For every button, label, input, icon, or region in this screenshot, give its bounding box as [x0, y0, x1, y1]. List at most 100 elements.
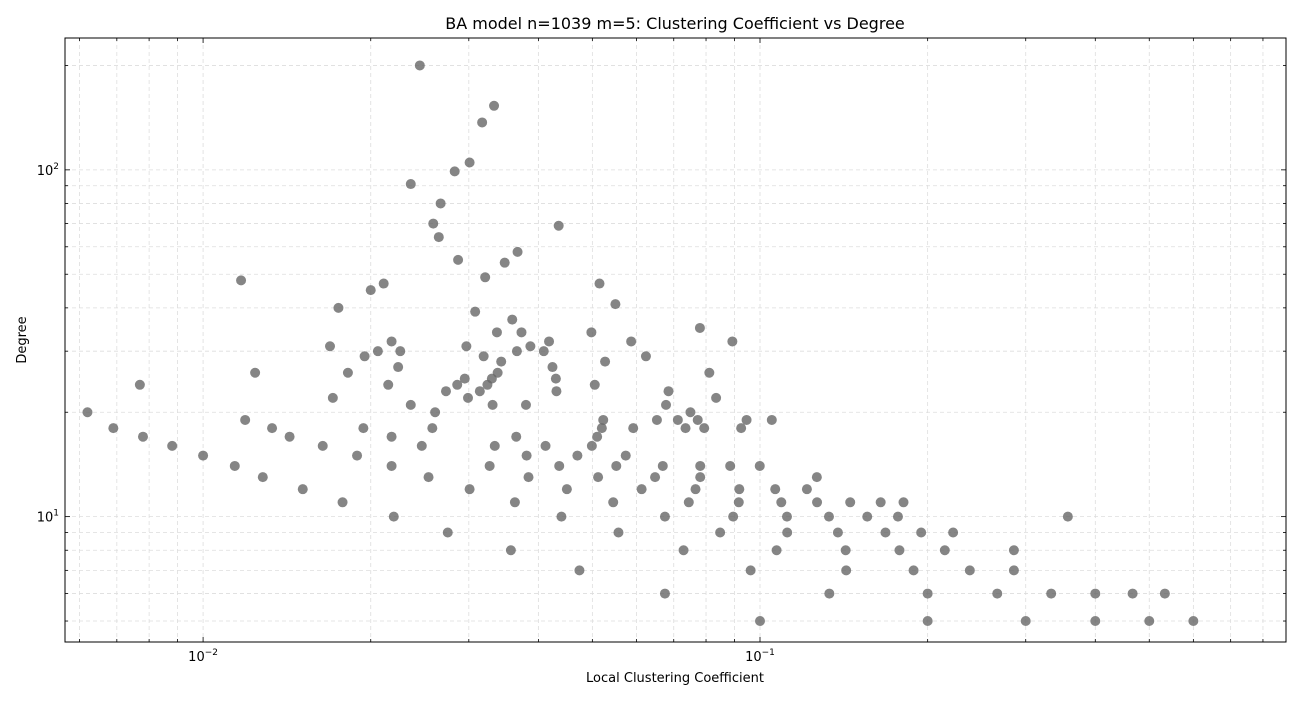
- scatter-point: [683, 497, 694, 508]
- scatter-point: [613, 527, 624, 538]
- scatter-point: [586, 440, 597, 451]
- scatter-point: [690, 484, 701, 495]
- y-tick-label-exponent: 2: [53, 162, 59, 172]
- scatter-point: [383, 379, 394, 390]
- scatter-point: [507, 314, 518, 325]
- scatter-point: [782, 527, 793, 538]
- scatter-point: [840, 545, 851, 556]
- scatter-point: [484, 460, 495, 471]
- scatter-point: [333, 302, 344, 313]
- scatter-point: [198, 450, 209, 461]
- scatter-point: [589, 379, 600, 390]
- x-tick-label-exponent: −1: [762, 648, 775, 658]
- scatter-point: [1159, 588, 1170, 599]
- scatter-point: [626, 336, 637, 347]
- scatter-point: [880, 527, 891, 538]
- scatter-point: [480, 272, 491, 283]
- scatter-point: [661, 399, 672, 410]
- x-axis-label: Local Clustering Coefficient: [586, 671, 764, 686]
- scatter-point: [284, 431, 295, 442]
- scatter-point: [464, 484, 475, 495]
- scatter-point: [393, 362, 404, 373]
- scatter-point: [894, 545, 905, 556]
- grid-lines: [65, 38, 1286, 642]
- plot-frame: [64, 37, 1287, 643]
- scatter-point: [554, 460, 565, 471]
- scatter-point: [608, 497, 619, 508]
- scatter-point: [520, 399, 531, 410]
- scatter-point: [416, 440, 427, 451]
- scatter-point: [611, 460, 622, 471]
- scatter-point: [505, 545, 516, 556]
- scatter-point: [137, 431, 148, 442]
- scatter-point: [487, 399, 498, 410]
- scatter-point: [1062, 511, 1073, 522]
- scatter-point: [449, 166, 460, 177]
- scatter-point: [811, 472, 822, 483]
- scatter-point: [898, 497, 909, 508]
- scatter-point: [725, 460, 736, 471]
- scatter-point: [540, 440, 551, 451]
- scatter-point: [547, 362, 558, 373]
- scatter-point: [600, 356, 611, 367]
- scatter-point: [736, 423, 747, 434]
- scatter-point: [592, 431, 603, 442]
- scatter-point: [922, 588, 933, 599]
- scatter-point: [770, 484, 781, 495]
- scatter-point: [812, 497, 823, 508]
- scatter-point: [250, 367, 261, 378]
- scatter-point: [461, 341, 472, 352]
- scatter-point: [386, 336, 397, 347]
- scatter-point: [433, 232, 444, 243]
- scatter-point: [598, 414, 609, 425]
- scatter-point: [134, 379, 145, 390]
- scatter-point: [715, 527, 726, 538]
- scatter-point: [297, 484, 308, 495]
- scatter-point: [823, 511, 834, 522]
- scatter-point: [610, 299, 621, 310]
- scatter-point: [240, 414, 251, 425]
- scatter-point: [1046, 588, 1057, 599]
- scatter-point: [845, 497, 856, 508]
- scatter-point: [964, 565, 975, 576]
- scatter-point: [728, 511, 739, 522]
- scatter-point: [352, 450, 363, 461]
- scatter-point: [342, 367, 353, 378]
- scatter-point: [1188, 616, 1199, 627]
- scatter-point: [771, 545, 782, 556]
- scatter-point: [358, 423, 369, 434]
- scatter-point: [824, 588, 835, 599]
- scatter-point: [594, 278, 605, 289]
- scatter-point: [892, 511, 903, 522]
- scatter-point: [650, 472, 661, 483]
- scatter-point: [521, 450, 532, 461]
- scatter-point: [832, 527, 843, 538]
- y-tick-label-base: 10: [37, 164, 54, 179]
- chart-title: BA model n=1039 m=5: Clustering Coeffici…: [445, 14, 905, 33]
- scatter-point: [596, 423, 607, 434]
- scatter-point: [801, 484, 812, 495]
- scatter-point: [766, 414, 777, 425]
- scatter-point: [651, 414, 662, 425]
- scatter-point: [1127, 588, 1138, 599]
- y-axis-label: Degree: [15, 316, 30, 363]
- scatter-point: [620, 450, 631, 461]
- scatter-point: [325, 341, 336, 352]
- scatter-point: [489, 100, 500, 111]
- scatter-point: [470, 306, 481, 317]
- scatter-point: [685, 407, 696, 418]
- scatter-point: [948, 527, 959, 538]
- scatter-point: [1090, 616, 1101, 627]
- scatter-point: [695, 460, 706, 471]
- scatter-point: [745, 565, 756, 576]
- scatter-point: [572, 450, 583, 461]
- x-tick-label-exponent: −2: [205, 648, 218, 658]
- scatter-point: [862, 511, 873, 522]
- scatter-point: [423, 472, 434, 483]
- scatter-point: [492, 367, 503, 378]
- scatter-point: [359, 351, 370, 362]
- y-tick-label-exponent: 1: [53, 509, 59, 519]
